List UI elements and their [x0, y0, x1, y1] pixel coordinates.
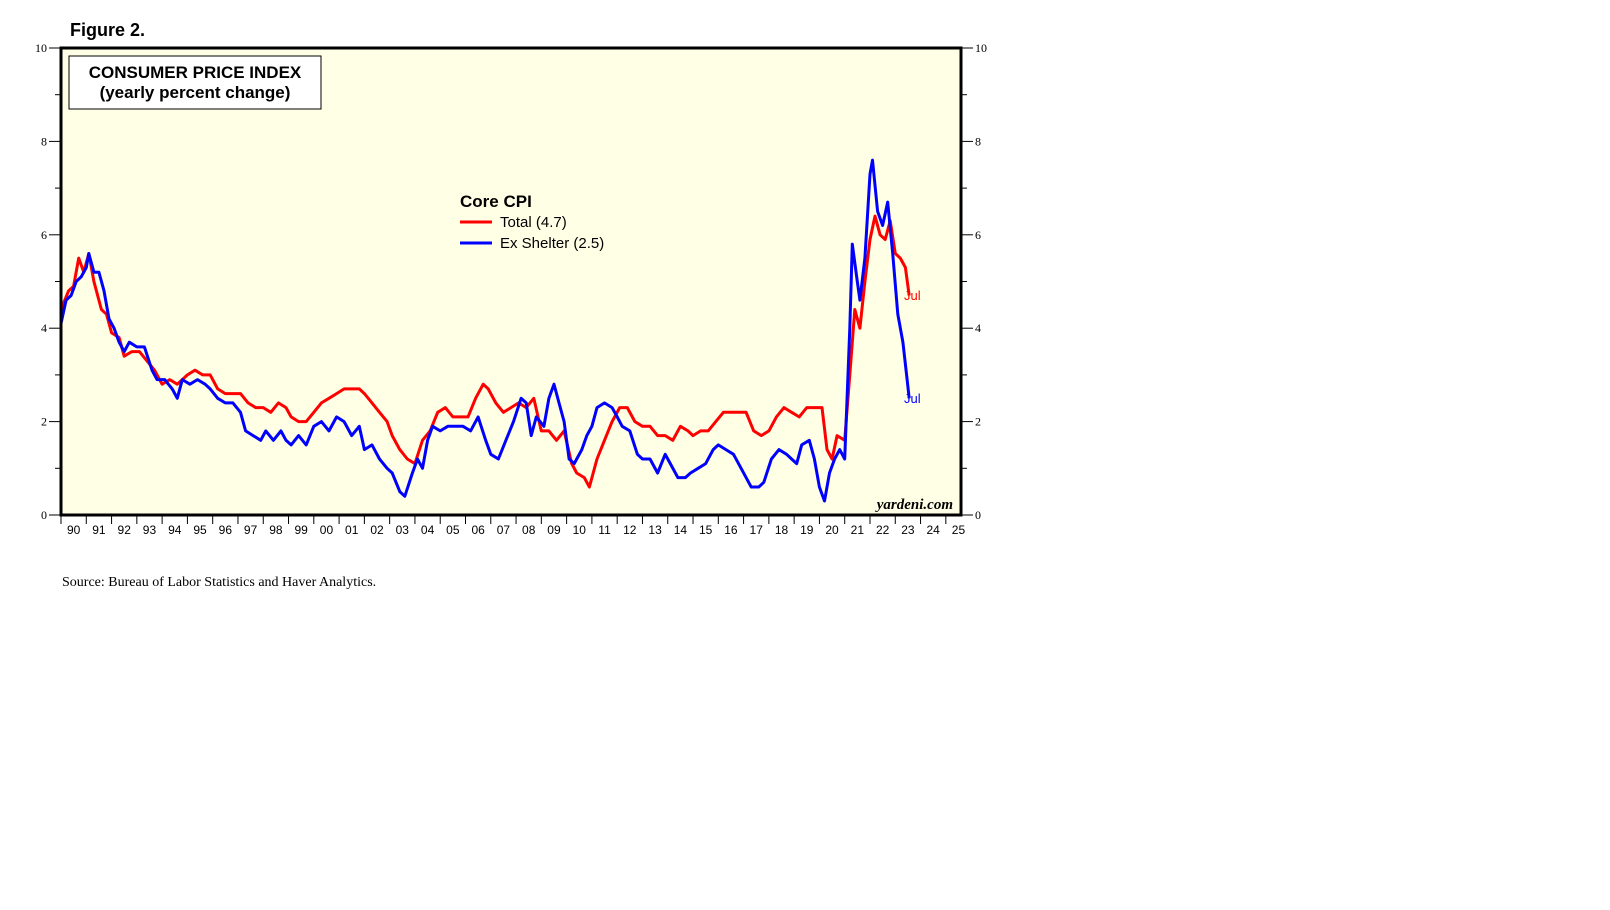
x-tick-label: 95: [193, 523, 207, 537]
series-line-ex-shelter: [59, 158, 911, 503]
watermark: yardeni.com: [875, 497, 953, 513]
y-tick-label-right: 2: [975, 415, 981, 429]
x-tick-label: 14: [674, 523, 688, 537]
legend-label-total: Total (4.7): [500, 214, 567, 231]
x-tick-label: 02: [370, 523, 384, 537]
x-tick-label: 05: [446, 523, 460, 537]
x-tick-label: 01: [345, 523, 359, 537]
legend: Core CPI Total (4.7) Ex Shelter (2.5): [460, 192, 604, 252]
x-tick-label: 13: [648, 523, 662, 537]
y-tick-label-left: 0: [41, 508, 47, 522]
y-tick-label-right: 0: [975, 508, 981, 522]
x-tick-label: 11: [598, 523, 611, 537]
y-tick-label-right: 4: [975, 321, 981, 335]
source-note: Source: Bureau of Labor Statistics and H…: [62, 575, 377, 590]
x-tick-label: 90: [67, 523, 81, 537]
end-label-total: Jul: [904, 288, 921, 303]
x-tick-label: 06: [471, 523, 485, 537]
x-tick-label: 08: [522, 523, 536, 537]
legend-label-ex-shelter: Ex Shelter (2.5): [500, 235, 604, 252]
x-tick-label: 24: [927, 523, 941, 537]
x-tick-label: 96: [219, 523, 233, 537]
x-tick-label: 04: [421, 523, 435, 537]
y-tick-label-right: 6: [975, 228, 981, 242]
y-tick-label-left: 6: [41, 228, 47, 242]
x-tick-label: 16: [724, 523, 738, 537]
plot-frame: [59, 46, 963, 517]
figure-label: Figure 2.: [70, 20, 146, 40]
x-tick-label: 20: [825, 523, 839, 537]
legend-title: Core CPI: [460, 192, 532, 211]
x-tick-label: 21: [851, 523, 865, 537]
chart-title: CONSUMER PRICE INDEX: [89, 63, 302, 82]
title-box: CONSUMER PRICE INDEX (yearly percent cha…: [68, 55, 322, 110]
x-tick-label: 22: [876, 523, 890, 537]
y-tick-label-right: 10: [975, 41, 987, 55]
x-tick-label: 99: [294, 523, 308, 537]
y-tick-label-left: 10: [35, 41, 47, 55]
x-tick-label: 09: [547, 523, 561, 537]
x-tick-label: 18: [775, 523, 789, 537]
y-tick-label-left: 4: [41, 321, 47, 335]
y-tick-label-left: 2: [41, 415, 47, 429]
x-tick-label: 93: [143, 523, 157, 537]
series-line-total: [59, 214, 911, 489]
x-tick-label: 91: [92, 523, 106, 537]
x-tick-label: 98: [269, 523, 283, 537]
series-layer: [59, 158, 911, 503]
x-tick-label: 03: [396, 523, 410, 537]
x-tick-label: 00: [320, 523, 334, 537]
x-tick-label: 12: [623, 523, 637, 537]
x-tick-label: 17: [750, 523, 764, 537]
x-tick-label: 23: [901, 523, 915, 537]
x-tick-label: 10: [573, 523, 587, 537]
x-tick-label: 25: [952, 523, 966, 537]
x-tick-label: 19: [800, 523, 814, 537]
end-label-ex-shelter: Jul: [904, 391, 921, 406]
x-tick-label: 92: [118, 523, 132, 537]
x-tick-label: 97: [244, 523, 258, 537]
y-tick-label-right: 8: [975, 134, 981, 148]
y-tick-label-left: 8: [41, 134, 47, 148]
plot-area: [61, 48, 961, 515]
x-tick-label: 07: [497, 523, 511, 537]
x-tick-label: 94: [168, 523, 182, 537]
chart-subtitle: (yearly percent change): [100, 83, 291, 102]
x-tick-label: 15: [699, 523, 713, 537]
